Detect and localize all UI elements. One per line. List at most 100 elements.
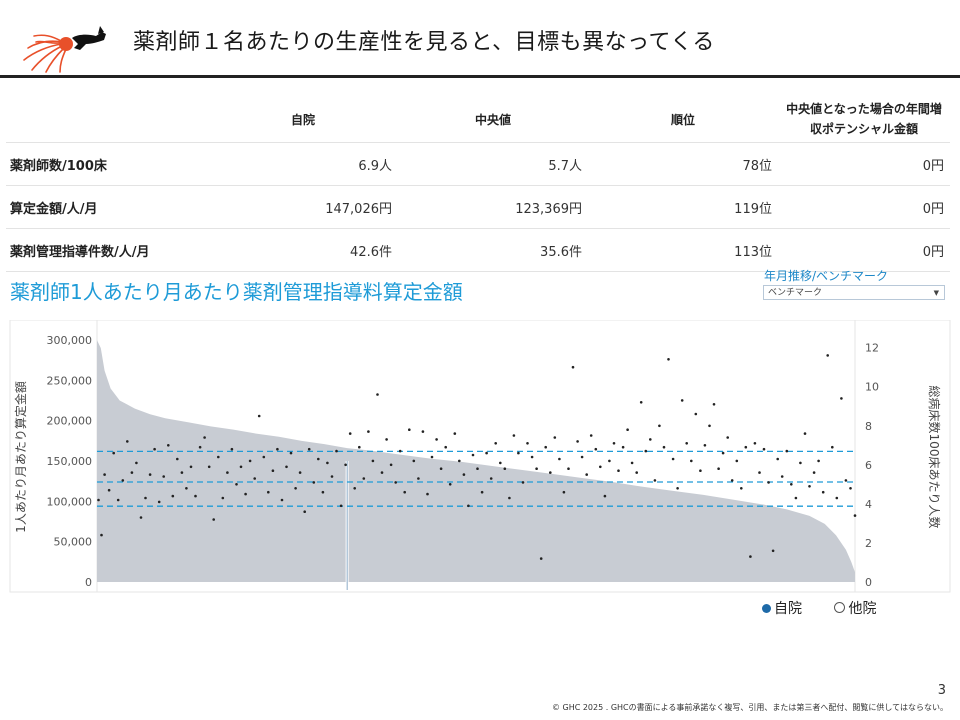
data-point xyxy=(703,444,707,447)
data-point xyxy=(649,438,652,441)
data-point xyxy=(508,496,511,500)
data-point xyxy=(708,424,711,428)
y-tick-label: 200,000 xyxy=(47,415,93,428)
data-point xyxy=(549,471,552,474)
data-point xyxy=(480,490,484,494)
data-point xyxy=(103,473,106,476)
data-point xyxy=(835,496,839,500)
data-point xyxy=(521,481,525,484)
data-point xyxy=(162,475,165,478)
data-point xyxy=(744,445,748,449)
data-point xyxy=(553,436,557,439)
data-point xyxy=(758,471,761,474)
data-point xyxy=(153,447,156,451)
data-point xyxy=(512,434,516,437)
data-point xyxy=(317,457,320,461)
data-point xyxy=(358,445,361,449)
data-point xyxy=(667,358,670,361)
data-point xyxy=(776,457,779,461)
data-point xyxy=(599,465,602,469)
data-point xyxy=(717,467,720,470)
data-point xyxy=(385,438,388,441)
data-point xyxy=(503,467,507,470)
table-row: 薬剤管理指導件数/人/月 42.6件 35.6件 113位 0円 xyxy=(6,228,950,272)
benchmark-area xyxy=(97,340,855,582)
data-point xyxy=(635,471,638,474)
metrics-table: 自院 中央値 順位 中央値となった場合の年間増 収ポテンシャル金額 薬剤師数/10… xyxy=(6,96,950,272)
data-point xyxy=(621,445,625,449)
data-point xyxy=(489,477,493,480)
data-point xyxy=(690,459,693,463)
data-point xyxy=(280,498,284,502)
data-point xyxy=(762,447,766,451)
column-header-potential: 中央値となった場合の年間増 収ポテンシャル金額 xyxy=(778,96,950,143)
data-point xyxy=(630,461,634,465)
data-point xyxy=(721,451,725,455)
data-point xyxy=(603,494,607,498)
data-point xyxy=(417,477,420,480)
data-point xyxy=(112,451,115,455)
data-point xyxy=(576,440,579,443)
benchmark-chart: 300,000 250,000 200,000 150,000 100,000 50,00… xyxy=(9,320,951,593)
chart-title: 薬剤師1人あたり月あたり薬剤管理指導料算定金額 xyxy=(10,280,463,304)
y2-tick-label: 6 xyxy=(865,459,872,472)
data-point xyxy=(676,487,679,490)
data-point xyxy=(408,428,411,431)
data-point xyxy=(821,490,825,494)
data-point xyxy=(753,442,757,445)
data-point xyxy=(403,490,407,494)
data-point xyxy=(571,365,575,369)
y2-tick-label: 10 xyxy=(865,381,879,394)
data-point xyxy=(535,467,538,470)
data-point xyxy=(735,459,739,463)
data-point xyxy=(712,403,716,406)
data-point xyxy=(262,455,266,459)
view-selector-value: ベンチマーク xyxy=(768,288,823,298)
data-point xyxy=(371,459,375,463)
y2-axis-label: 総病床数100床あたり人数 xyxy=(927,386,942,529)
y-tick-label: 50,000 xyxy=(54,536,93,549)
data-point xyxy=(362,477,366,480)
data-point xyxy=(517,451,520,455)
data-point xyxy=(794,496,798,500)
data-point xyxy=(394,481,398,484)
data-point xyxy=(831,445,834,449)
chart-frame xyxy=(9,320,951,593)
data-point xyxy=(826,354,829,357)
data-point xyxy=(853,514,857,517)
data-point xyxy=(694,412,698,416)
data-point xyxy=(244,492,247,496)
data-point xyxy=(180,471,184,474)
data-point xyxy=(212,518,215,521)
data-point xyxy=(430,455,434,459)
table-row: 薬剤師数/100床 6.9人 5.7人 78位 0円 xyxy=(6,142,950,186)
data-point xyxy=(658,424,661,428)
y-tick-label: 150,000 xyxy=(47,455,93,468)
data-point xyxy=(849,487,852,490)
data-point xyxy=(97,498,100,502)
data-point xyxy=(749,555,752,558)
data-point xyxy=(330,475,334,478)
data-point xyxy=(389,463,393,467)
data-point xyxy=(799,461,802,465)
data-point xyxy=(767,481,770,484)
page-title: 薬剤師１名あたりの生産性を見ると、目標も異なってくる xyxy=(133,30,715,55)
view-selector-dropdown[interactable]: ベンチマーク ▼ xyxy=(763,285,945,300)
data-point xyxy=(107,488,111,492)
column-header-rank: 順位 xyxy=(670,112,695,127)
cell-median: 5.7人 xyxy=(398,142,588,186)
y-tick-label: 0 xyxy=(85,576,92,589)
column-header-potential-line1: 中央値となった場合の年間増 xyxy=(786,102,942,116)
data-point xyxy=(235,483,238,486)
data-point xyxy=(412,459,416,463)
dropdown-arrow-icon: ▼ xyxy=(933,289,939,297)
y2-tick-label: 12 xyxy=(865,342,879,355)
data-point xyxy=(148,473,152,476)
data-point xyxy=(639,401,643,404)
data-point xyxy=(808,485,811,488)
data-point xyxy=(844,479,848,482)
data-point xyxy=(444,445,448,449)
data-point xyxy=(285,465,288,469)
data-point xyxy=(421,430,425,433)
legend-item-other: 他院 xyxy=(834,601,876,617)
